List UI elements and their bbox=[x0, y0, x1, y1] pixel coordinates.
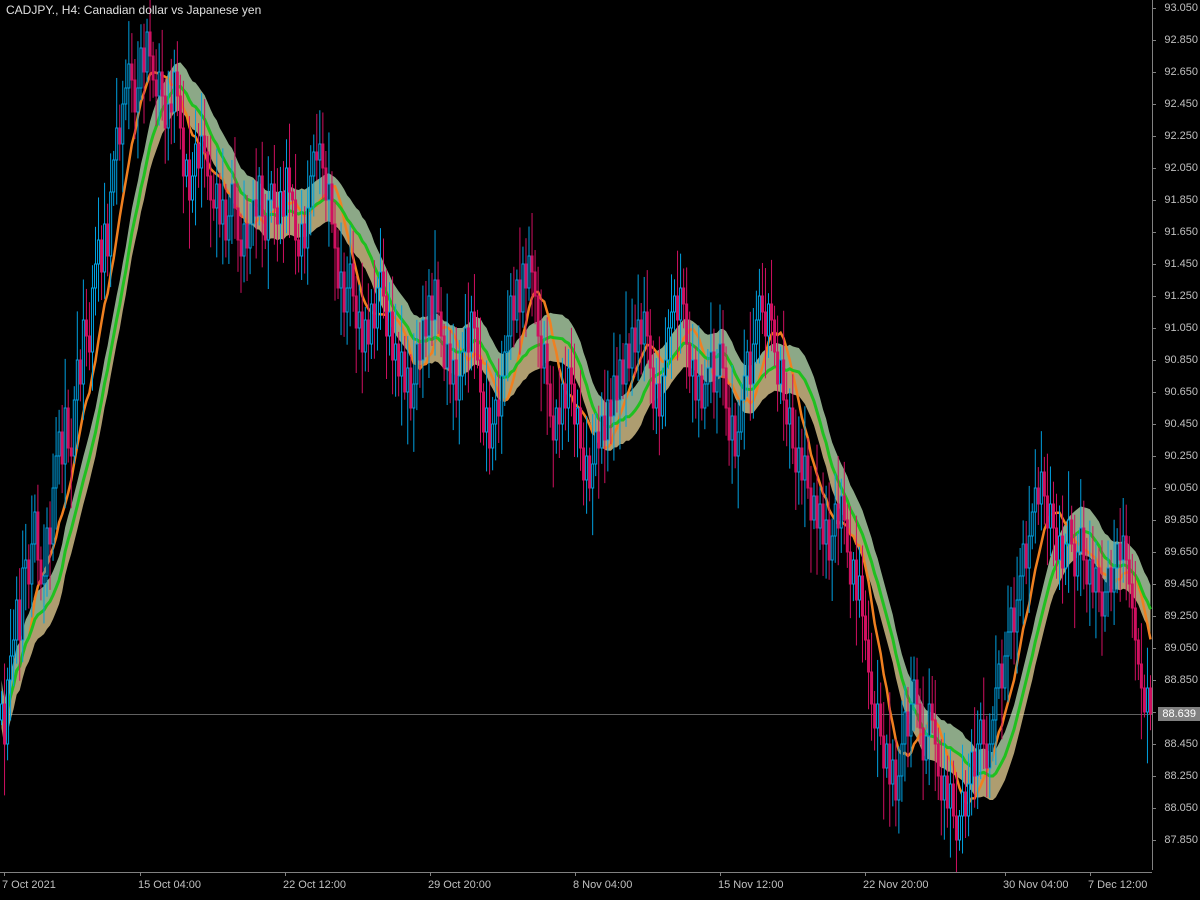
x-axis-label: 7 Dec 12:00 bbox=[1088, 879, 1147, 891]
x-axis-label: 22 Nov 20:00 bbox=[863, 879, 928, 891]
y-axis-label: 87.850 bbox=[1164, 834, 1198, 846]
x-axis-label: 15 Oct 04:00 bbox=[138, 879, 201, 891]
y-axis-label: 88.850 bbox=[1164, 674, 1198, 686]
chart-container: CADJPY., H4: Canadian dollar vs Japanese… bbox=[0, 0, 1200, 900]
x-axis-label: 15 Nov 12:00 bbox=[718, 879, 783, 891]
y-axis-label: 91.450 bbox=[1164, 258, 1198, 270]
y-axis-label: 89.250 bbox=[1164, 610, 1198, 622]
y-axis-label: 92.450 bbox=[1164, 98, 1198, 110]
x-axis-label: 8 Nov 04:00 bbox=[573, 879, 632, 891]
y-axis-label: 89.650 bbox=[1164, 546, 1198, 558]
y-axis-label: 88.450 bbox=[1164, 738, 1198, 750]
x-axis-label: 7 Oct 2021 bbox=[2, 879, 56, 891]
x-axis-label: 29 Oct 20:00 bbox=[428, 879, 491, 891]
y-axis-label: 92.050 bbox=[1164, 162, 1198, 174]
candles-svg bbox=[0, 0, 1152, 872]
y-axis-label: 91.850 bbox=[1164, 194, 1198, 206]
y-axis-label: 91.250 bbox=[1164, 290, 1198, 302]
y-axis-label: 93.050 bbox=[1164, 2, 1198, 14]
y-axis: 87.85088.05088.25088.45088.65088.85089.0… bbox=[1152, 0, 1200, 870]
y-axis-label: 89.050 bbox=[1164, 642, 1198, 654]
y-axis-label: 90.450 bbox=[1164, 418, 1198, 430]
y-axis-label: 91.650 bbox=[1164, 226, 1198, 238]
chart-title: CADJPY., H4: Canadian dollar vs Japanese… bbox=[6, 3, 261, 17]
y-axis-label: 91.050 bbox=[1164, 322, 1198, 334]
y-axis-label: 88.050 bbox=[1164, 802, 1198, 814]
y-axis-label: 89.850 bbox=[1164, 514, 1198, 526]
y-axis-label: 88.250 bbox=[1164, 770, 1198, 782]
y-axis-label: 92.250 bbox=[1164, 130, 1198, 142]
y-axis-label: 90.650 bbox=[1164, 386, 1198, 398]
x-axis: 7 Oct 2021 15 Oct 04:00 22 Oct 12:00 29 Oct… bbox=[0, 872, 1152, 900]
y-axis-label: 89.450 bbox=[1164, 578, 1198, 590]
y-axis-label: 92.650 bbox=[1164, 66, 1198, 78]
plot-area[interactable] bbox=[0, 0, 1152, 872]
y-axis-label: 90.850 bbox=[1164, 354, 1198, 366]
y-axis-label: 90.250 bbox=[1164, 450, 1198, 462]
y-axis-label: 90.050 bbox=[1164, 482, 1198, 494]
current-price-badge: 88.639 bbox=[1158, 707, 1200, 721]
y-axis-label: 92.850 bbox=[1164, 34, 1198, 46]
x-axis-label: 30 Nov 04:00 bbox=[1003, 879, 1068, 891]
x-axis-label: 22 Oct 12:00 bbox=[283, 879, 346, 891]
